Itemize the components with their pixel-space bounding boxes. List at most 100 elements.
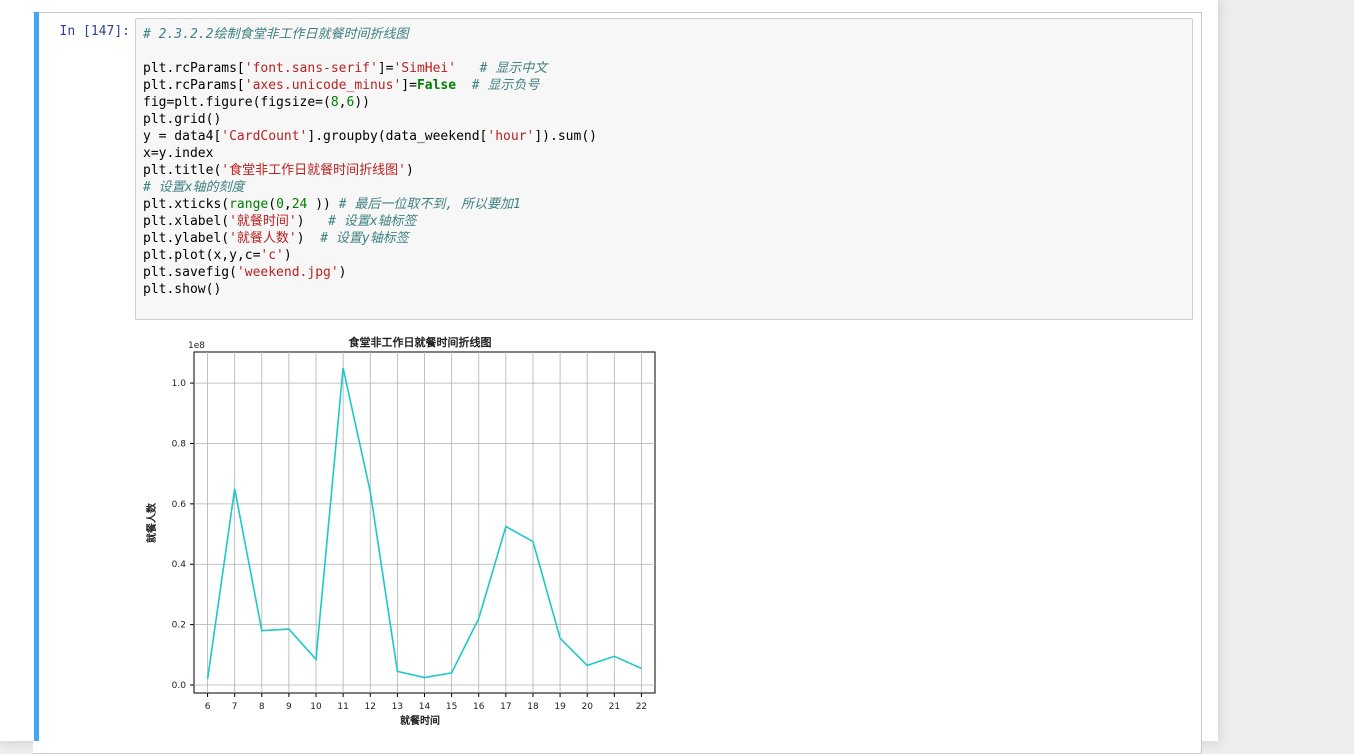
code-token: 6 <box>346 95 355 110</box>
code-token: ]= <box>401 78 417 93</box>
code-token: ]= <box>377 61 394 76</box>
code-token: plt.grid() <box>143 112 222 127</box>
code-token: # 设置x轴标签 <box>328 214 417 229</box>
code-token: plt.show() <box>143 282 222 297</box>
code-editor[interactable]: # 2.3.2.2绘制食堂非工作日就餐时间折线图 plt.rcParams['fo… <box>135 18 1193 320</box>
x-tick-label: 20 <box>581 702 593 712</box>
y-tick-label: 0.2 <box>172 621 186 631</box>
code-token: # 设置x轴的刻度 <box>143 180 245 195</box>
x-tick-label: 16 <box>473 702 485 712</box>
code-line: plt.grid() <box>143 111 597 128</box>
code-token: 'font.sans-serif' <box>244 61 378 76</box>
code-token: 'weekend.jpg' <box>236 265 339 280</box>
y-tick-label: 1.0 <box>172 379 187 389</box>
code-line: fig=plt.figure(figsize=(8,6)) <box>143 94 597 111</box>
chart-title: 食堂非工作日就餐时间折线图 <box>349 335 492 349</box>
code-line: y = data4['CardCount'].groupby(data_week… <box>143 128 597 145</box>
y-tick-label: 0.6 <box>172 500 187 510</box>
x-axis-label: 就餐时间 <box>400 714 440 727</box>
input-prompt: In [147]: <box>59 24 130 39</box>
x-tick-label: 11 <box>337 702 348 712</box>
code-token: y = data4[ <box>143 129 222 144</box>
x-tick-label: 22 <box>636 702 647 712</box>
code-token: plt.rcParams[ <box>143 61 245 76</box>
series-line <box>206 367 642 680</box>
code-token: False <box>416 78 457 93</box>
code-token: '食堂非工作日就餐时间折线图' <box>221 163 406 178</box>
code-token: 24 <box>291 197 308 212</box>
x-tick-label: 17 <box>500 702 511 712</box>
code-token <box>456 78 472 93</box>
code-token: 'SimHei' <box>393 61 457 76</box>
code-token: # 最后一位取不到, 所以要加1 <box>338 197 521 212</box>
x-tick-label: 8 <box>259 702 265 712</box>
selected-cell-indicator <box>34 12 39 741</box>
code-token: ( <box>268 197 277 212</box>
code-token: 'axes.unicode_minus' <box>244 78 402 93</box>
code-token: 'hour' <box>487 129 535 144</box>
x-tick-label: 7 <box>232 702 238 712</box>
code-token: # 显示中文 <box>479 61 548 76</box>
code-line <box>143 43 597 60</box>
code-line: plt.show() <box>143 281 597 298</box>
code-line: plt.savefig('weekend.jpg') <box>143 264 597 281</box>
code-token: '就餐时间' <box>229 214 297 229</box>
code-line: x=y.index <box>143 145 597 162</box>
code-token: ) <box>296 231 321 246</box>
y-offset-label: 1e8 <box>188 341 205 351</box>
x-tick-label: 12 <box>365 702 376 712</box>
code-line: plt.xlabel('就餐时间') # 设置x轴标签 <box>143 213 597 230</box>
code-token: ]).sum() <box>534 129 597 144</box>
code-token: ) <box>405 163 414 178</box>
code-token <box>456 61 479 76</box>
code-token: plt.xlabel( <box>143 214 230 229</box>
code-token: plt.savefig( <box>143 265 237 280</box>
y-axis-label: 就餐人数 <box>145 502 158 543</box>
code-token: )) <box>354 95 370 110</box>
code-token: , <box>283 197 292 212</box>
code-line: # 设置x轴的刻度 <box>143 179 597 196</box>
line-chart: 6 7 8 9 10 11 12 13 14 15 16 17 18 19 20 21 22 0.0 0.2 0.4… <box>145 335 656 727</box>
x-tick-label: 15 <box>446 702 457 712</box>
x-tick-label: 9 <box>286 702 292 712</box>
code-token: # 2.3.2.2绘制食堂非工作日就餐时间折线图 <box>143 27 409 42</box>
code-line: plt.plot(x,y,c='c') <box>143 247 597 264</box>
x-tick-label: 6 <box>205 702 211 712</box>
code-token: plt.xticks( <box>143 197 230 212</box>
y-tick-label: 0.4 <box>172 560 187 570</box>
code-text: # 2.3.2.2绘制食堂非工作日就餐时间折线图 plt.rcParams['fo… <box>143 26 597 298</box>
code-token: '就餐人数' <box>229 231 297 246</box>
code-line: plt.ylabel('就餐人数') # 设置y轴标签 <box>143 230 597 247</box>
code-token: plt.plot(x,y,c= <box>143 248 261 263</box>
y-tick-label: 0.8 <box>172 439 187 449</box>
x-tick-label: 18 <box>527 702 539 712</box>
y-tick-label: 0.0 <box>172 681 187 691</box>
code-token: # 显示负号 <box>471 78 540 93</box>
x-tick-label: 13 <box>392 702 403 712</box>
code-token: range <box>229 197 269 212</box>
x-tick-label: 21 <box>609 702 620 712</box>
x-tick-label: 10 <box>310 702 322 712</box>
code-token: plt.title( <box>143 163 222 178</box>
code-token: 'c' <box>260 248 284 263</box>
code-token: ].groupby(data_weekend[ <box>307 129 488 144</box>
code-token: fig=plt.figure(figsize=( <box>143 95 331 110</box>
code-token: ) <box>296 214 329 229</box>
code-token: )) <box>307 197 339 212</box>
x-tick-label: 19 <box>554 702 566 712</box>
code-line: # 2.3.2.2绘制食堂非工作日就餐时间折线图 <box>143 26 597 43</box>
code-line: plt.rcParams['font.sans-serif']='SimHei'… <box>143 60 597 77</box>
x-tick-label: 14 <box>419 702 431 712</box>
code-token: # 设置y轴标签 <box>320 231 409 246</box>
code-line: plt.rcParams['axes.unicode_minus']=False… <box>143 77 597 94</box>
code-token: ) <box>338 265 347 280</box>
code-line: plt.title('食堂非工作日就餐时间折线图') <box>143 162 597 179</box>
code-token: 0 <box>276 197 284 212</box>
code-token: plt.ylabel( <box>143 231 230 246</box>
code-token: , <box>338 95 347 110</box>
code-line: plt.xticks(range(0,24 )) # 最后一位取不到, 所以要加… <box>143 196 597 213</box>
code-token: 'CardCount' <box>221 129 308 144</box>
code-token: x=y.index <box>143 146 214 161</box>
code-token: 8 <box>330 95 339 110</box>
code-token: plt.rcParams[ <box>143 78 245 93</box>
